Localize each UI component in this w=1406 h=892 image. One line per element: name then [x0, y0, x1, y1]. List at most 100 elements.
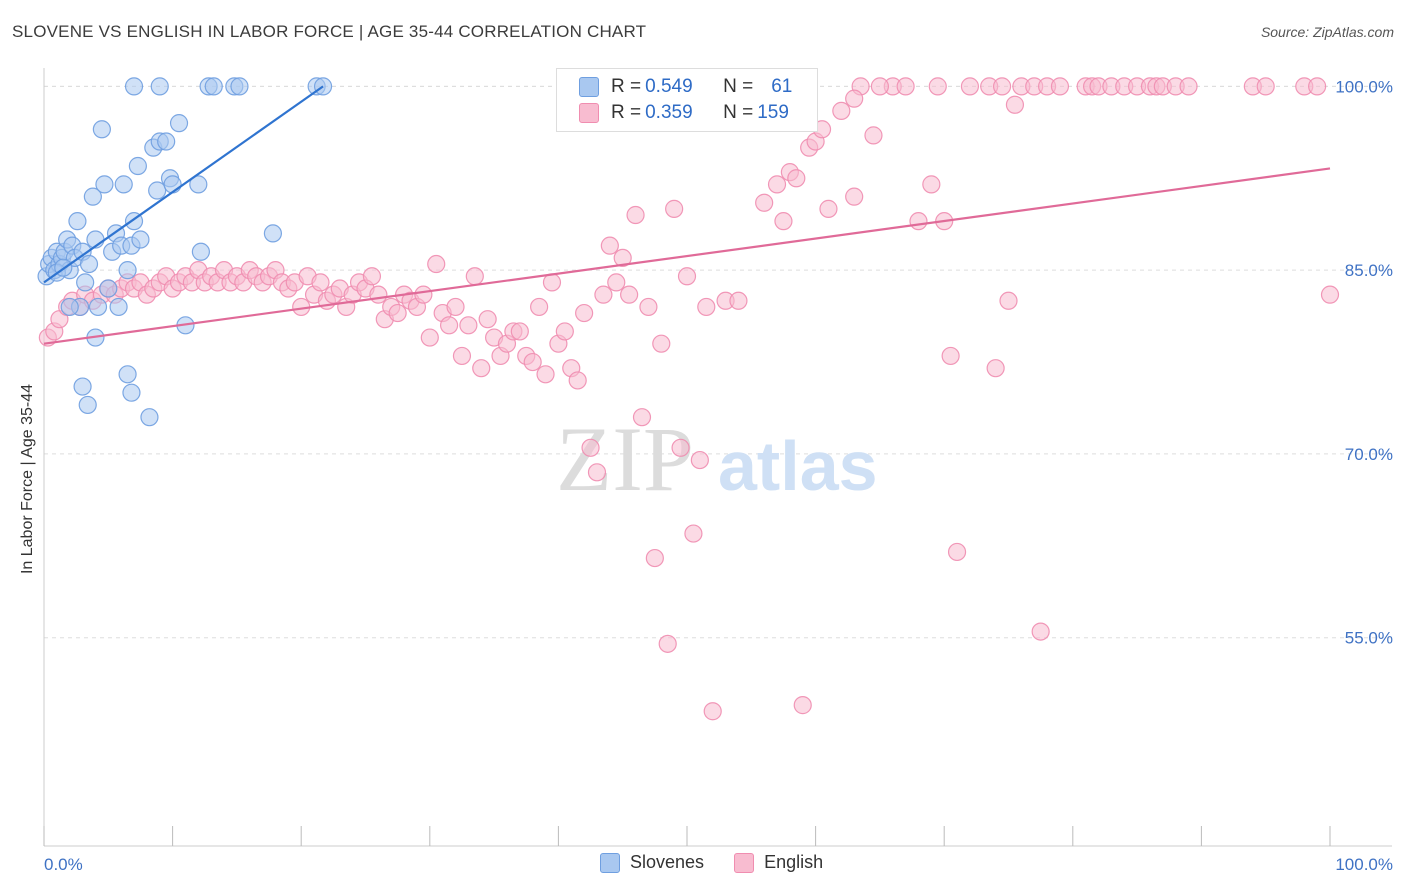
legend-swatch-slovenes — [600, 852, 620, 873]
slovenes-point — [263, 224, 283, 243]
legend-item-slovenes[interactable]: Slovenes — [600, 852, 704, 873]
english-point — [677, 267, 697, 286]
slovenes-point — [122, 383, 141, 402]
english-point — [787, 169, 806, 188]
english-point — [729, 291, 748, 310]
slovenes-point — [128, 156, 147, 176]
english-point — [369, 285, 388, 304]
source-credit: Source: ZipAtlas.com — [1260, 24, 1394, 40]
english-point — [459, 316, 478, 335]
chart-title: SLOVENE VS ENGLISH IN LABOR FORCE | AGE … — [12, 22, 647, 41]
slovenes-point — [68, 212, 87, 231]
legend-item-english[interactable]: English — [734, 852, 823, 873]
english-point — [542, 273, 562, 292]
slovenes-point — [191, 242, 210, 261]
english-point — [658, 634, 677, 653]
english-point — [864, 126, 883, 145]
slovenes-series — [37, 77, 333, 427]
english-point — [439, 316, 459, 335]
slovenes-point — [109, 297, 128, 317]
english-point — [414, 285, 433, 304]
slovenes-point — [88, 297, 108, 317]
english-point — [960, 77, 980, 96]
english-point — [620, 285, 639, 304]
y-axis-label: In Labor Force | Age 35-44 — [19, 383, 36, 575]
english-point — [613, 248, 632, 268]
slovenes-point — [131, 230, 150, 249]
english-trend-line — [43, 167, 1331, 345]
english-point — [555, 322, 574, 341]
english-point — [626, 205, 645, 225]
english-point — [697, 297, 716, 317]
legend-swatch-slovenes — [579, 77, 599, 97]
english-point — [947, 542, 967, 562]
slovenes-point — [114, 175, 133, 194]
english-point — [671, 438, 690, 457]
english-point — [832, 101, 851, 120]
watermark-zip: ZIP — [556, 408, 694, 510]
english-point — [845, 89, 864, 108]
slovenes-point — [79, 254, 99, 274]
legend-swatch-english — [579, 103, 599, 123]
english-point — [819, 199, 838, 218]
english-point — [446, 297, 465, 317]
legend-r-label: R = — [611, 102, 642, 123]
legend-label-slovenes: Slovenes — [630, 852, 705, 872]
english-point — [472, 359, 491, 378]
english-point — [755, 193, 774, 212]
english-point — [607, 273, 626, 292]
slovenes-point — [78, 395, 97, 415]
y-tick-label: 100.0% — [1335, 77, 1393, 96]
legend-swatch-english — [734, 852, 755, 873]
legend-n-english: 159 — [757, 102, 789, 123]
slovenes-trend-line — [43, 85, 324, 284]
slovenes-point — [92, 120, 111, 139]
english-point — [311, 273, 330, 292]
slovenes-point — [118, 261, 137, 280]
english-point — [941, 346, 960, 366]
english-point — [845, 187, 864, 206]
english-point — [420, 328, 439, 347]
y-tick-label: 55.0% — [1345, 629, 1393, 648]
english-point — [362, 267, 382, 286]
english-point — [1050, 77, 1070, 96]
english-point — [652, 334, 671, 353]
english-point — [452, 346, 472, 366]
english-point — [427, 254, 446, 274]
legend-r-label: R = — [611, 76, 642, 97]
english-point — [639, 297, 658, 317]
watermark-atlas: atlas — [718, 427, 878, 505]
english-series — [38, 77, 1340, 721]
english-point — [986, 359, 1005, 378]
english-point — [645, 548, 664, 568]
english-point — [690, 450, 709, 470]
english-point — [999, 291, 1018, 310]
slovenes-point — [76, 273, 95, 292]
english-point — [684, 524, 703, 543]
english-point — [1179, 77, 1198, 96]
legend-n-label: N = — [723, 102, 754, 123]
x-tick-label: 0.0% — [44, 855, 83, 874]
series-legend: Slovenes English — [600, 852, 853, 873]
english-point — [1256, 77, 1275, 96]
slovenes-point — [95, 175, 114, 194]
grid-lines — [44, 85, 1392, 639]
english-point — [1005, 95, 1025, 114]
legend-r-slovenes: 0.549 — [645, 76, 693, 97]
legend-r-english: 0.359 — [645, 102, 693, 123]
correlation-legend: R = 0.549 N = 61 R = 0.359 N = 159 — [556, 68, 818, 132]
y-tick-label: 70.0% — [1345, 445, 1393, 464]
slovenes-point — [99, 279, 118, 298]
english-point — [510, 322, 529, 341]
english-point — [478, 310, 497, 329]
slovenes-point — [83, 187, 102, 206]
slovenes-point — [163, 175, 182, 194]
legend-row-english: R = 0.359 N = 159 — [579, 101, 793, 125]
english-point — [922, 175, 941, 194]
english-point — [523, 352, 542, 372]
tick-labels: 55.0% 70.0% 85.0% 100.0% 0.0% 100.0% — [44, 77, 1393, 874]
trend-lines — [43, 85, 1331, 345]
english-point — [465, 267, 484, 286]
y-axis-label-wrap: In Labor Force | Age 35-44 — [18, 330, 38, 630]
